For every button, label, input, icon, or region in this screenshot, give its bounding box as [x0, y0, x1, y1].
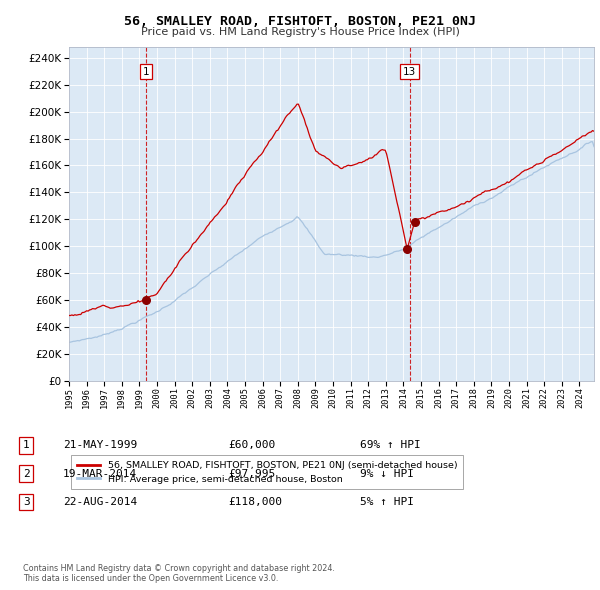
Text: 69% ↑ HPI: 69% ↑ HPI [360, 441, 421, 450]
Text: 1: 1 [23, 441, 29, 450]
Text: 22-AUG-2014: 22-AUG-2014 [63, 497, 137, 507]
Text: Contains HM Land Registry data © Crown copyright and database right 2024.
This d: Contains HM Land Registry data © Crown c… [23, 563, 335, 583]
Text: Price paid vs. HM Land Registry's House Price Index (HPI): Price paid vs. HM Land Registry's House … [140, 27, 460, 37]
Text: 19-MAR-2014: 19-MAR-2014 [63, 469, 137, 478]
Text: 1: 1 [143, 67, 149, 77]
Text: £118,000: £118,000 [228, 497, 282, 507]
Text: 2: 2 [23, 469, 29, 478]
Text: 3: 3 [23, 497, 29, 507]
Text: 9% ↓ HPI: 9% ↓ HPI [360, 469, 414, 478]
Text: 13: 13 [403, 67, 416, 77]
Text: £60,000: £60,000 [228, 441, 275, 450]
Text: 21-MAY-1999: 21-MAY-1999 [63, 441, 137, 450]
Legend: 56, SMALLEY ROAD, FISHTOFT, BOSTON, PE21 0NJ (semi-detached house), HPI: Average: 56, SMALLEY ROAD, FISHTOFT, BOSTON, PE21… [71, 455, 463, 489]
Text: £97,995: £97,995 [228, 469, 275, 478]
Text: 56, SMALLEY ROAD, FISHTOFT, BOSTON, PE21 0NJ: 56, SMALLEY ROAD, FISHTOFT, BOSTON, PE21… [124, 15, 476, 28]
Text: 5% ↑ HPI: 5% ↑ HPI [360, 497, 414, 507]
